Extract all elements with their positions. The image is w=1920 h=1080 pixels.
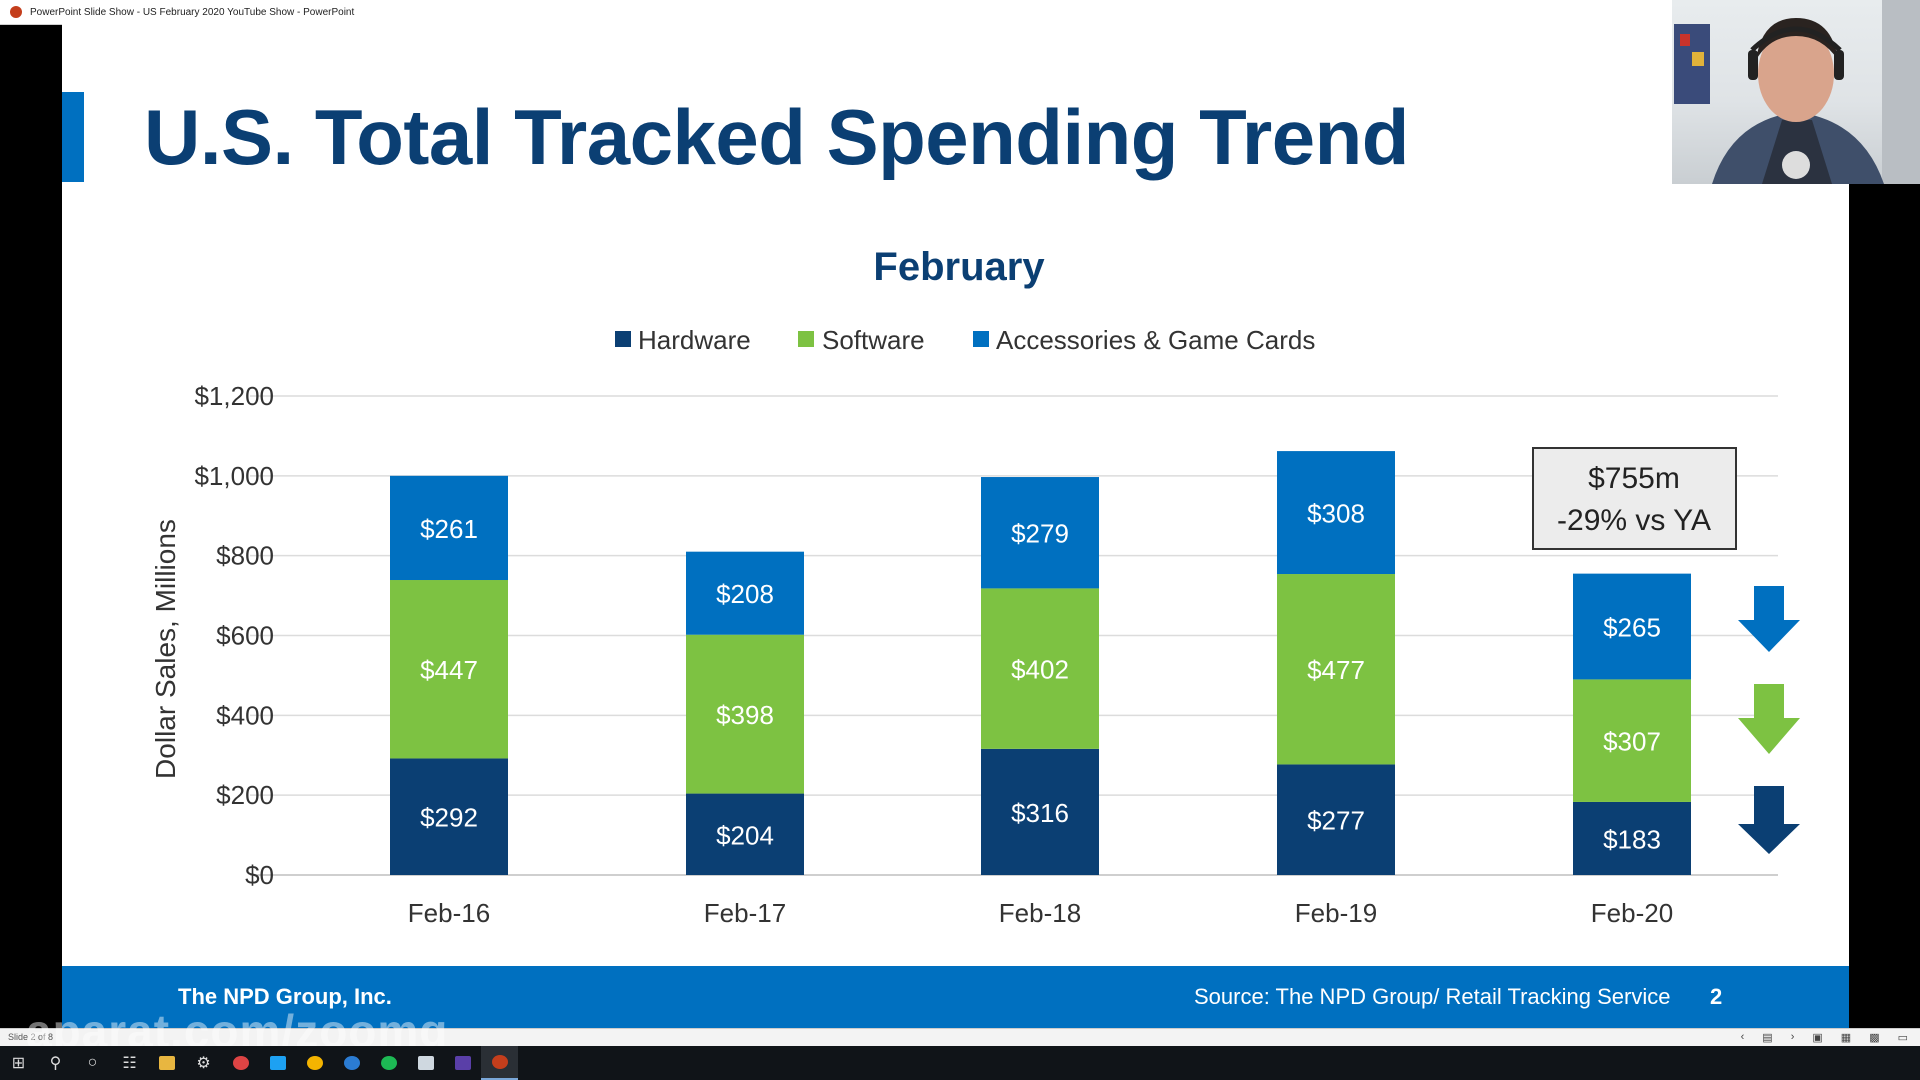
data-label: $265 xyxy=(1603,613,1661,643)
reading-view-icon[interactable]: ▩ xyxy=(1869,1032,1880,1044)
twitter-icon[interactable] xyxy=(259,1046,296,1080)
file-explorer-icon[interactable] xyxy=(148,1046,185,1080)
total-callout: $755m -29% vs YA xyxy=(1532,447,1737,550)
data-label: $477 xyxy=(1307,655,1365,685)
data-label: $261 xyxy=(420,514,478,544)
footer-source: Source: The NPD Group/ Retail Tracking S… xyxy=(1194,984,1671,1009)
legend-swatch-hardware xyxy=(615,331,631,347)
bar-segment-software xyxy=(981,588,1099,749)
slide[interactable]: U.S. Total Tracked Spending Trend Februa… xyxy=(62,24,1849,1028)
slide-page-number: 2 xyxy=(1710,984,1723,1009)
steam-icon[interactable]: ⚙ xyxy=(196,1055,211,1072)
app-icon[interactable] xyxy=(407,1046,444,1080)
window-title: PowerPoint Slide Show - US February 2020… xyxy=(30,6,355,18)
presenter-image xyxy=(1674,0,1920,184)
chart-title: February xyxy=(873,245,1045,289)
slide-menu-icon[interactable]: ▤ xyxy=(1762,1032,1773,1044)
slide-footer: The NPD Group, Inc. Source: The NPD Grou… xyxy=(62,966,1849,1028)
task-view-icon[interactable]: ☷ xyxy=(122,1055,137,1072)
bar-segment-accessories xyxy=(686,551,804,635)
x-tick-label: Feb-19 xyxy=(1295,898,1377,928)
legend-swatch-software xyxy=(798,331,814,347)
windows-start-icon[interactable]: ⊞ xyxy=(11,1055,26,1072)
y-tick-label: $400 xyxy=(216,700,274,730)
bar-segment-hardware xyxy=(1277,764,1395,875)
bars: $292 $447 $261 $204 $398 $208 $316 $402 $279 $277… xyxy=(390,451,1691,875)
bar-segment-software xyxy=(390,580,508,759)
y-tick-label: $1,000 xyxy=(194,461,274,491)
bar-segment-accessories xyxy=(390,475,508,581)
spotify-icon[interactable] xyxy=(370,1046,407,1080)
legend-swatch-accessories xyxy=(973,331,989,347)
search-icon[interactable]: ⚲ xyxy=(49,1055,62,1072)
data-label: $277 xyxy=(1307,806,1365,836)
y-tick-label: $0 xyxy=(245,860,274,890)
bar-segment-accessories xyxy=(981,477,1099,589)
previous-slide-icon[interactable]: ‹ xyxy=(1740,1031,1745,1043)
y-tick-label: $800 xyxy=(216,541,274,571)
accessories-down-arrow-icon xyxy=(1738,586,1800,652)
slide-sorter-icon[interactable]: ▦ xyxy=(1840,1032,1852,1044)
x-tick-label: Feb-18 xyxy=(999,898,1081,928)
status-bar: Slide 2 of 8 ‹ ▤ › ▣ ▦ ▩ ▭ xyxy=(0,1028,1920,1047)
data-label: $208 xyxy=(716,579,774,609)
google-icon[interactable] xyxy=(296,1046,333,1080)
bar-segment-accessories xyxy=(1277,451,1395,575)
bar-segment-hardware xyxy=(390,758,508,875)
y-tick-label: $600 xyxy=(216,621,274,651)
bar-segment-software xyxy=(1277,574,1395,765)
y-axis-label: Dollar Sales, Millions xyxy=(150,519,181,779)
legend-label-software: Software xyxy=(822,325,925,355)
y-tick-label: $200 xyxy=(216,780,274,810)
footer-company: The NPD Group, Inc. xyxy=(178,984,392,1009)
webcam-video xyxy=(1672,0,1920,184)
powerpoint-icon xyxy=(10,6,22,18)
data-label: $183 xyxy=(1603,824,1661,854)
slide-title: U.S. Total Tracked Spending Trend xyxy=(144,93,1409,181)
data-label: $279 xyxy=(1011,519,1069,549)
callout-box xyxy=(1532,447,1737,550)
x-tick-label: Feb-20 xyxy=(1591,898,1673,928)
legend-label-accessories: Accessories & Game Cards xyxy=(996,325,1315,355)
callout-change: -29% vs YA xyxy=(1557,504,1711,537)
taskbar: ⊞ ⚲ ○ ☷ ⚙ xyxy=(0,1046,1920,1080)
data-label: $402 xyxy=(1011,655,1069,685)
legend-label-hardware: Hardware xyxy=(638,325,751,355)
data-label: $307 xyxy=(1603,727,1661,757)
callout-total: $755m xyxy=(1588,462,1680,495)
cortana-icon[interactable]: ○ xyxy=(87,1054,98,1071)
bar-segment-hardware xyxy=(981,748,1099,875)
powerpoint-icon[interactable] xyxy=(481,1046,518,1080)
stacked-bar-chart: February Hardware Software Accessories &… xyxy=(150,245,1800,928)
data-label: $447 xyxy=(420,655,478,685)
bar-segment-software xyxy=(686,634,804,794)
data-label: $204 xyxy=(716,820,774,850)
edge-icon[interactable] xyxy=(333,1046,370,1080)
chrome-icon[interactable] xyxy=(222,1046,259,1080)
bar-segment-accessories xyxy=(1573,573,1691,680)
x-tick-label: Feb-16 xyxy=(408,898,490,928)
title-accent-bar xyxy=(62,92,84,182)
data-label: $398 xyxy=(716,700,774,730)
window-title-bar: PowerPoint Slide Show - US February 2020… xyxy=(0,0,1672,25)
app-icon-2[interactable] xyxy=(444,1046,481,1080)
hardware-down-arrow-icon xyxy=(1738,786,1800,854)
bar-segment-hardware xyxy=(1573,801,1691,875)
y-tick-label: $1,200 xyxy=(194,381,274,411)
software-down-arrow-icon xyxy=(1738,684,1800,754)
slideshow-view-icon[interactable]: ▭ xyxy=(1897,1032,1908,1044)
next-slide-icon[interactable]: › xyxy=(1790,1031,1795,1043)
data-label: $292 xyxy=(420,803,478,833)
normal-view-icon[interactable]: ▣ xyxy=(1812,1032,1823,1044)
chart-legend: Hardware Software Accessories & Game Car… xyxy=(615,325,1315,355)
x-tick-labels: Feb-16 Feb-17 Feb-18 Feb-19 Feb-20 xyxy=(408,898,1673,928)
bar-segment-software xyxy=(1573,679,1691,802)
slide-indicator: Slide 2 of 8 xyxy=(8,1032,54,1042)
x-tick-label: Feb-17 xyxy=(704,898,786,928)
data-label: $316 xyxy=(1011,798,1069,828)
data-label: $308 xyxy=(1307,499,1365,529)
y-tick-labels: $0 $200 $400 $600 $800 $1,000 $1,200 xyxy=(194,381,274,890)
bar-segment-hardware xyxy=(686,793,804,875)
